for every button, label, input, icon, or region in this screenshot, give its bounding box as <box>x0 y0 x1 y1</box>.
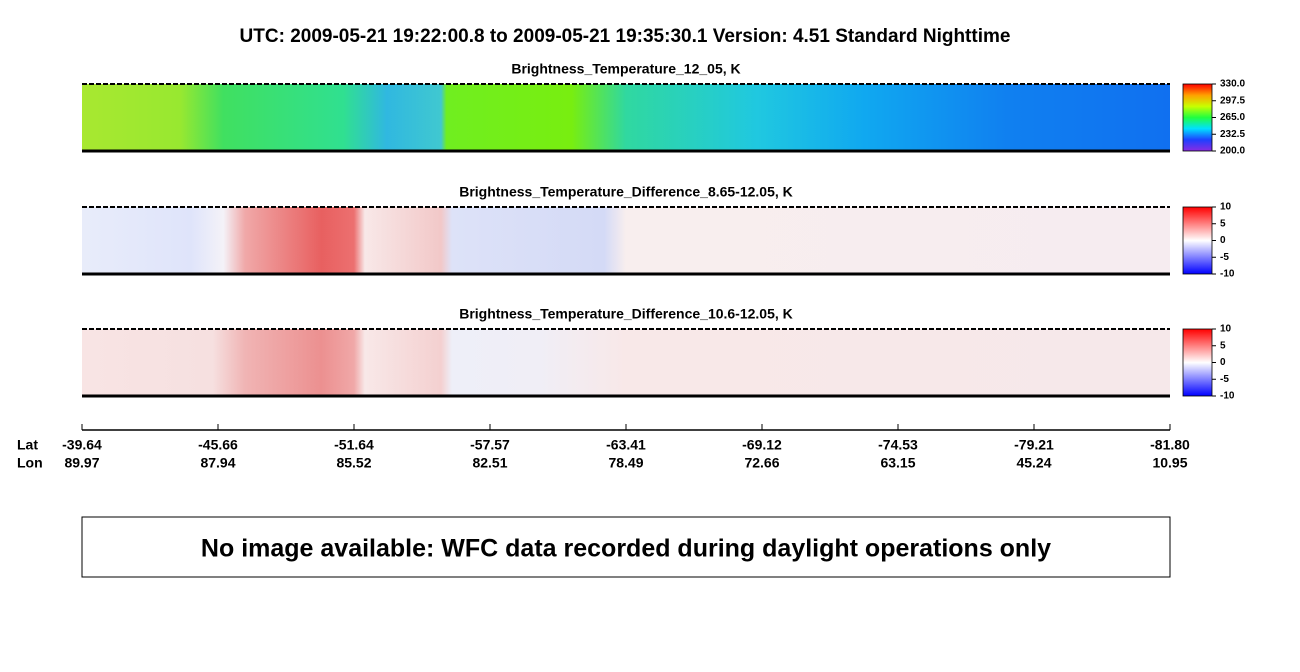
colorbar-tick-label: 0 <box>1220 235 1226 246</box>
panel-title: Brightness_Temperature_12_05, K <box>511 61 740 77</box>
x-tick-label: 87.94 <box>200 455 235 471</box>
colorbar-tick-label: 232.5 <box>1220 129 1245 140</box>
colorbar-tick-label: -5 <box>1220 252 1229 263</box>
x-tick-label: -81.80 <box>1150 437 1190 453</box>
colorbar-tick-label: 10 <box>1220 202 1232 213</box>
colorbar <box>1182 328 1213 397</box>
colorbar-tick-label: 200.0 <box>1220 146 1245 157</box>
colorbar <box>1182 83 1213 152</box>
colorbar-tick-label: 297.5 <box>1220 95 1245 106</box>
x-tick-label: 10.95 <box>1152 455 1187 471</box>
colorbar <box>1182 206 1213 275</box>
colorbar-tick-label: 0 <box>1220 357 1226 368</box>
colorbar-tick-label: -10 <box>1220 269 1235 280</box>
colorbar-tick-label: 330.0 <box>1220 79 1245 90</box>
x-tick-label: -51.64 <box>334 437 374 453</box>
x-tick-label: 45.24 <box>1016 455 1051 471</box>
x-axis-row-label: Lat <box>17 437 38 453</box>
panel-title: Brightness_Temperature_Difference_8.65-1… <box>459 184 793 200</box>
x-tick-label: -79.21 <box>1014 437 1054 453</box>
x-tick-label: -39.64 <box>62 437 102 453</box>
page-title: UTC: 2009-05-21 19:22:00.8 to 2009-05-21… <box>240 26 1011 47</box>
x-tick-label: -63.41 <box>606 437 646 453</box>
colorbar-tick-label: -5 <box>1220 374 1229 385</box>
colorbar-tick-label: 265.0 <box>1220 112 1245 123</box>
x-tick-label: -45.66 <box>198 437 238 453</box>
image-strip <box>82 207 1170 274</box>
x-tick-label: 82.51 <box>472 455 507 471</box>
x-tick-label: 85.52 <box>336 455 371 471</box>
x-tick-label: -69.12 <box>742 437 782 453</box>
x-axis-row-label: Lon <box>17 455 43 471</box>
note-box <box>81 516 1171 578</box>
x-tick-label: 89.97 <box>64 455 99 471</box>
x-tick-label: 63.15 <box>880 455 915 471</box>
image-strip <box>82 329 1170 396</box>
colorbar-tick-label: 5 <box>1220 218 1226 229</box>
image-strip <box>82 84 1170 151</box>
x-tick-label: -57.57 <box>470 437 510 453</box>
note: No image available: WFC data recorded du… <box>201 535 1051 563</box>
x-tick-label: 78.49 <box>608 455 643 471</box>
x-tick-label: 72.66 <box>744 455 779 471</box>
colorbar-tick-label: 10 <box>1220 324 1232 335</box>
colorbar-tick-label: -10 <box>1220 391 1235 402</box>
x-tick-label: -74.53 <box>878 437 918 453</box>
colorbar-tick-label: 5 <box>1220 340 1226 351</box>
panel-title: Brightness_Temperature_Difference_10.6-1… <box>459 306 793 322</box>
